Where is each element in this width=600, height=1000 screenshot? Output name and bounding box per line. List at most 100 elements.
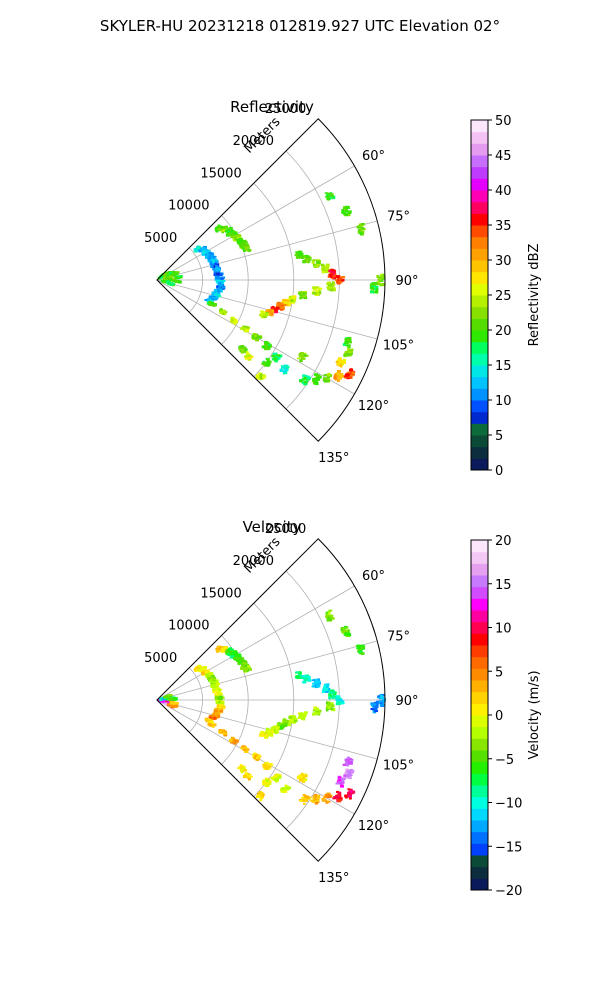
echo-gate [288,715,293,719]
echo-gate [253,752,257,756]
echo-gate [171,278,176,281]
echo-gate [244,663,249,667]
echo-gate [212,303,218,307]
colorbar-segment [471,201,488,214]
echo-gate [333,695,337,699]
echo-gate [298,353,302,357]
echo-gate [295,252,300,255]
echo-gate [210,719,213,722]
echo-gate [214,277,219,281]
echo-gate [231,232,235,235]
echo-gate [337,776,342,779]
echo-gate [342,763,347,767]
echo-band-9km-north [214,224,252,253]
angle-tick-label: 135° [318,451,349,466]
echo-gate [229,233,233,237]
echo-gate [316,797,321,799]
colorbar-segment [471,703,488,716]
echo-gate [349,790,353,793]
echo-gate [369,290,375,294]
echo-gate [206,298,211,301]
echo-gate [201,672,206,675]
range-tick-label: 10000 [168,199,209,214]
colorbar-tick-label: 30 [495,254,512,269]
echo-gate [375,289,379,292]
echo-gate [312,709,316,712]
echo-gate [361,230,365,234]
echo-gate [197,664,202,667]
echo-gate [214,692,219,695]
echo-gate [313,711,317,715]
colorbar-segment [471,796,488,809]
echo-gate [311,685,316,688]
echo-gate [266,358,270,361]
echo-gate [378,700,383,703]
echo-gate [299,293,303,297]
echo-gate [242,244,246,247]
range-tick-label: 15000 [200,166,241,181]
echo-gate [263,311,266,314]
echo-gate [209,676,214,679]
echo-gate [268,763,273,766]
echo-gate [262,313,266,316]
echo-gate [285,786,289,790]
echo-gate [259,791,264,795]
colorbar-segment [471,598,488,611]
echo-gate [214,293,218,297]
echo-gate [215,647,219,650]
azimuth-gridline [156,585,355,701]
echo-gate [347,760,352,764]
echo-south-patch [238,344,309,381]
echo-gate [229,739,233,743]
echo-gate [242,766,245,769]
angle-tick-label: 90° [395,694,418,709]
colorbar-tick-label: 20 [495,324,512,339]
echo-gate [302,716,306,720]
echo-gate [282,372,286,375]
echo-gate [218,273,223,277]
echo-gate [164,702,168,705]
echo-gate [172,701,175,705]
echo-gate [344,771,348,775]
echo-gate [304,254,308,257]
echo-gate [233,319,237,324]
echo-gate [345,776,350,779]
echo-gate [303,711,308,715]
colorbar-segment [471,551,488,564]
angle-tick-label: 135° [318,871,349,886]
echo-gate [231,235,236,238]
colorbar-tick-label: 0 [495,709,503,724]
echo-gate [343,206,347,210]
echo-gate [278,304,283,307]
echo-gate [160,699,165,703]
echo-gate [327,706,331,709]
echo-gate [234,235,237,238]
echo-gate [244,329,250,333]
echo-gate [373,291,377,294]
echo-gate [287,303,291,307]
echo-gate [241,241,246,245]
echo-gate [299,799,303,802]
echo-gate [242,346,247,349]
echo-gate [291,719,296,722]
echo-gate [326,612,330,615]
echo-gate [214,262,218,265]
echo-gate [340,276,346,279]
echo-gate [326,379,331,383]
echo-gate [254,754,258,758]
echo-gate [316,377,321,380]
colorbar-segment [471,213,488,226]
echo-gate [277,302,281,305]
echo-gate [301,374,306,377]
echo-gate [246,669,250,672]
echo-gate [338,357,341,361]
echo-gate [312,380,315,383]
angle-tick-label: 75° [387,629,410,644]
colorbar-segment [471,341,488,354]
echo-gate [214,696,219,700]
echo-gate [209,303,214,306]
echo-gate [264,777,268,780]
echo-gate [301,357,306,360]
echo-gate [255,758,260,761]
echo-gate [202,666,207,669]
